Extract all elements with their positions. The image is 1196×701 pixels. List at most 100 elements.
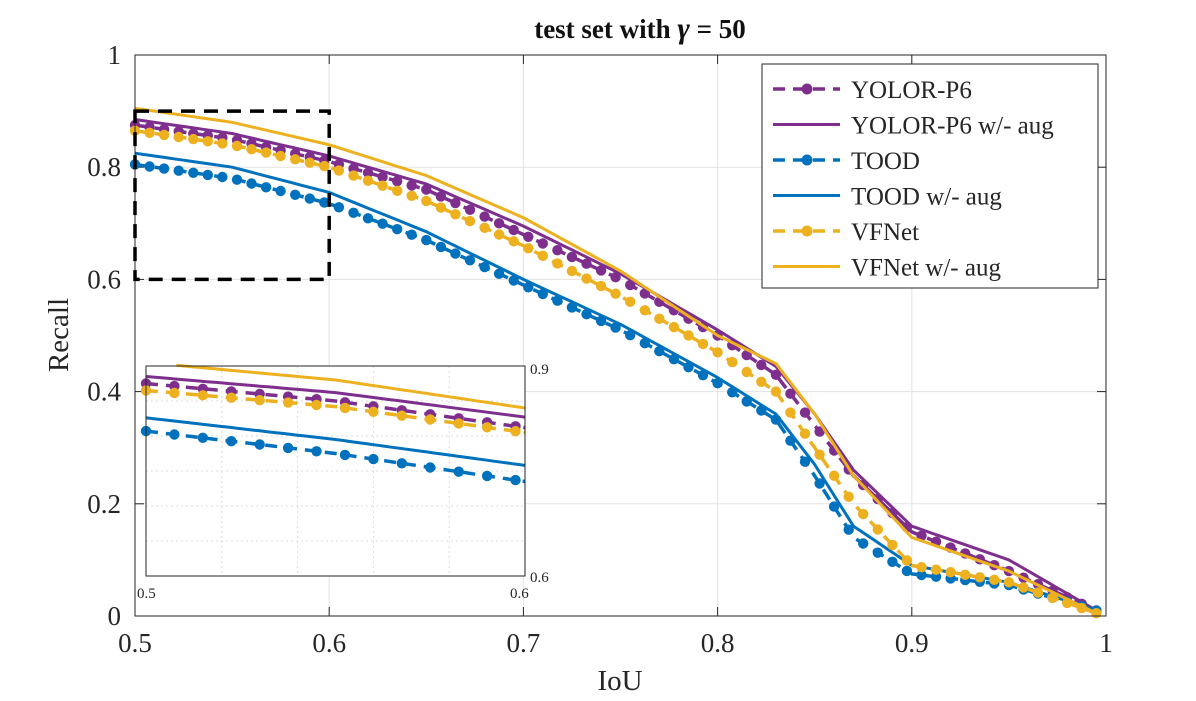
marker-vfnet bbox=[945, 567, 956, 578]
inset-marker-vfnet bbox=[425, 414, 436, 425]
inset-marker-vfnet bbox=[368, 406, 379, 417]
series-line-yolor-p6-w-aug bbox=[134, 118, 1098, 612]
marker-vfnet bbox=[217, 138, 228, 149]
inset-marker-vfnet bbox=[453, 418, 464, 429]
marker-tood bbox=[508, 275, 519, 286]
inset-frame bbox=[145, 365, 526, 577]
marker-vfnet bbox=[697, 338, 709, 350]
marker-yolor-p6 bbox=[523, 231, 534, 242]
legend-label-vfnet-w-aug: VFNet w/- aug bbox=[851, 255, 1001, 282]
marker-vfnet bbox=[1003, 577, 1015, 588]
marker-vfnet bbox=[727, 356, 738, 368]
marker-vfnet bbox=[581, 273, 592, 284]
inset-marker-vfnet bbox=[396, 410, 407, 421]
inset-marker-vfnet bbox=[254, 395, 265, 406]
inset-marker-vfnet bbox=[226, 392, 237, 403]
marker-vfnet bbox=[158, 129, 170, 141]
legend-entry-vfnet: VFNet bbox=[773, 219, 919, 246]
marker-vfnet bbox=[654, 313, 665, 324]
marker-vfnet bbox=[508, 236, 519, 247]
inset-marker-tood bbox=[510, 474, 521, 486]
marker-yolor-p6 bbox=[406, 180, 417, 191]
plot-frame bbox=[134, 54, 1107, 617]
marker-vfnet bbox=[202, 136, 213, 147]
marker-vfnet bbox=[566, 265, 578, 277]
marker-tood bbox=[260, 182, 272, 193]
marker-tood bbox=[158, 163, 170, 174]
inset-series-markers-vfnet bbox=[140, 385, 521, 437]
y-tick-label: 0.2 bbox=[87, 489, 121, 519]
legend-marker-vfnet bbox=[801, 225, 813, 237]
legend-label-tood-w-aug: TOOD w/- aug bbox=[851, 184, 1002, 211]
marker-vfnet bbox=[246, 144, 257, 155]
marker-tood bbox=[479, 261, 490, 273]
marker-vfnet bbox=[188, 133, 199, 145]
marker-tood bbox=[828, 501, 840, 512]
marker-tood bbox=[406, 229, 417, 240]
marker-vfnet bbox=[595, 280, 607, 292]
x-tick-label: 0.7 bbox=[507, 628, 541, 658]
inset-marker-tood bbox=[254, 439, 265, 450]
marker-tood bbox=[595, 315, 607, 327]
marker-vfnet bbox=[406, 190, 417, 201]
marker-vfnet bbox=[493, 229, 505, 240]
inset-marker-tood bbox=[226, 436, 237, 447]
inset-marker-vfnet bbox=[311, 399, 322, 411]
marker-vfnet bbox=[260, 147, 272, 158]
legend-box bbox=[761, 63, 1099, 289]
marker-tood bbox=[217, 171, 228, 183]
chart-title: test set with γ = 50 bbox=[534, 12, 746, 45]
marker-vfnet bbox=[464, 215, 476, 227]
inset-marker-vfnet bbox=[510, 426, 521, 437]
marker-tood bbox=[202, 169, 213, 181]
inset-y-tick-label-top: 0.9 bbox=[530, 362, 549, 378]
inset-marker-tood bbox=[396, 458, 407, 469]
marker-tood bbox=[275, 185, 286, 197]
marker-yolor-p6 bbox=[595, 265, 607, 276]
marker-vfnet bbox=[814, 449, 825, 460]
marker-tood bbox=[581, 309, 592, 320]
zoom-highlight-box bbox=[133, 109, 331, 282]
marker-tood bbox=[246, 178, 257, 189]
marker-vfnet bbox=[1032, 587, 1044, 598]
x-axis-label: IoU bbox=[597, 665, 642, 697]
marker-tood bbox=[290, 189, 301, 200]
y-tick-label: 0.6 bbox=[87, 264, 121, 294]
marker-tood bbox=[916, 569, 927, 581]
marker-vfnet bbox=[479, 222, 490, 233]
marker-tood bbox=[493, 268, 505, 279]
legend: YOLOR-P6 YOLOR-P6 w/- aug TOOD TOOD w/- aug… bbox=[761, 63, 1099, 289]
marker-tood bbox=[435, 241, 447, 253]
marker-vfnet bbox=[639, 305, 650, 316]
marker-tood bbox=[362, 213, 374, 224]
inset-series-line-vfnet bbox=[145, 388, 526, 435]
inset-axes: 0.5 0.6 0.9 0.6 bbox=[137, 362, 549, 602]
main-tick-labels: 0.5 0.6 0.7 0.8 0.9 1 0 0.2 0.4 0.6 0.8 1 bbox=[87, 40, 1113, 658]
inset-series-line-vfnet-w-aug bbox=[176, 363, 526, 410]
marker-tood bbox=[901, 565, 913, 577]
series-markers-yolor-p6 bbox=[129, 119, 1102, 616]
inset-series bbox=[140, 363, 526, 486]
inset-marker-tood bbox=[425, 462, 436, 473]
marker-yolor-p6 bbox=[785, 388, 796, 399]
marker-vfnet bbox=[887, 539, 898, 551]
legend-label-vfnet: VFNet bbox=[851, 219, 919, 246]
legend-entry-tood: TOOD bbox=[773, 148, 920, 175]
y-tick-label: 0 bbox=[108, 601, 122, 631]
marker-tood bbox=[231, 174, 243, 185]
y-tick-label: 1 bbox=[108, 40, 122, 70]
marker-vfnet bbox=[843, 491, 854, 502]
inset-series-line-tood bbox=[145, 429, 526, 484]
marker-vfnet bbox=[537, 250, 548, 261]
marker-vfnet bbox=[1047, 592, 1058, 603]
marker-tood bbox=[188, 167, 199, 178]
marker-vfnet bbox=[304, 157, 315, 168]
marker-vfnet bbox=[828, 470, 840, 481]
marker-tood bbox=[858, 538, 869, 549]
y-axis-label: Recall bbox=[43, 298, 75, 372]
marker-vfnet bbox=[901, 555, 913, 566]
chart-title-symbol: γ bbox=[677, 12, 690, 45]
marker-yolor-p6 bbox=[756, 359, 767, 371]
inset-marker-tood bbox=[169, 429, 180, 440]
legend-entry-tood-w-aug: TOOD w/- aug bbox=[773, 184, 1002, 211]
